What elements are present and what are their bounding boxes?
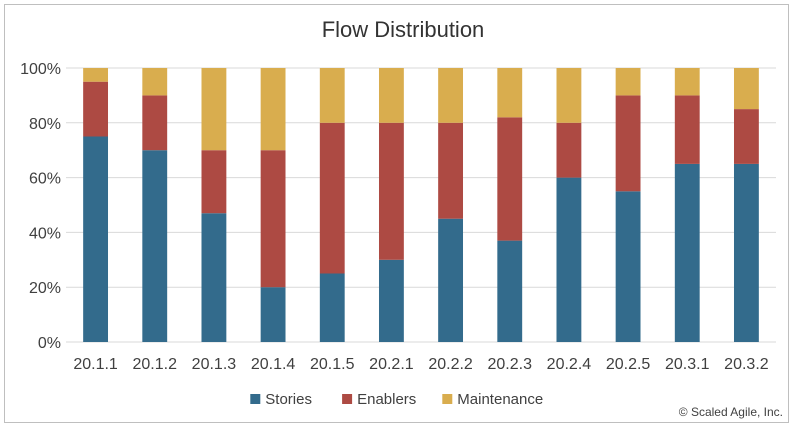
- chart-title: Flow Distribution: [322, 17, 485, 42]
- y-tick-label: 100%: [20, 61, 61, 78]
- y-tick-label: 80%: [29, 116, 61, 133]
- x-tick-label: 20.2.5: [606, 356, 651, 373]
- bar-maintenance-20-2-2: [438, 68, 464, 123]
- x-tick-label: 20.2.4: [547, 356, 592, 373]
- bar-enablers-20-3-1: [674, 95, 700, 164]
- legend-label-enablers: Enablers: [357, 391, 416, 408]
- bar-maintenance-20-2-3: [497, 68, 523, 118]
- y-axis-ticks: 0% 20% 40% 60% 80% 100%: [20, 61, 61, 352]
- bar-enablers-20-2-1: [378, 122, 404, 260]
- legend: Stories Enablers Maintenance: [250, 391, 543, 408]
- bar-stories-20-1-4: [260, 287, 286, 342]
- bar-enablers-20-1-5: [319, 122, 345, 274]
- bar-stories-20-1-1: [83, 136, 109, 342]
- bar-stories-20-2-5: [615, 191, 641, 342]
- bar-enablers-20-1-3: [201, 150, 227, 214]
- bar-enablers-20-2-3: [497, 117, 523, 241]
- y-tick-label: 40%: [29, 225, 61, 242]
- bar-enablers-20-3-2: [733, 109, 759, 164]
- x-tick-label: 20.1.5: [310, 356, 355, 373]
- bar-stories-20-2-4: [556, 177, 582, 342]
- bar-maintenance-20-3-1: [674, 68, 700, 96]
- bar-maintenance-20-2-4: [556, 68, 582, 123]
- bar-maintenance-20-2-1: [378, 68, 404, 123]
- x-axis-ticks: 20.1.1 20.1.2 20.1.3 20.1.4 20.1.5 20.2.1 20.2…: [73, 356, 768, 373]
- y-tick-label: 60%: [29, 171, 61, 188]
- bar-stories-20-2-1: [378, 259, 404, 342]
- legend-swatch-stories: [250, 394, 261, 404]
- x-tick-label: 20.2.2: [428, 356, 473, 373]
- bar-enablers-20-2-5: [615, 95, 641, 192]
- bar-stories-20-1-5: [319, 273, 345, 342]
- x-tick-label: 20.1.3: [192, 356, 237, 373]
- bar-stories-20-2-2: [438, 218, 464, 342]
- y-tick-label: 20%: [29, 280, 61, 297]
- bar-maintenance-20-1-2: [142, 68, 168, 96]
- bar-maintenance-20-2-5: [615, 68, 641, 96]
- x-tick-label: 20.1.4: [251, 356, 296, 373]
- x-tick-label: 20.1.2: [133, 356, 178, 373]
- bar-maintenance-20-1-4: [260, 68, 286, 151]
- copyright-credit: © Scaled Agile, Inc.: [679, 405, 783, 419]
- bar-maintenance-20-3-2: [733, 68, 759, 110]
- legend-label-stories: Stories: [265, 391, 312, 408]
- x-tick-label: 20.2.1: [369, 356, 414, 373]
- legend-label-maintenance: Maintenance: [457, 391, 543, 408]
- x-tick-label: 20.3.1: [665, 356, 710, 373]
- x-tick-label: 20.3.2: [724, 356, 769, 373]
- x-tick-label: 20.1.1: [73, 356, 118, 373]
- legend-swatch-enablers: [342, 394, 353, 404]
- bar-enablers-20-1-4: [260, 150, 286, 288]
- bar-stories-20-3-2: [733, 163, 759, 342]
- legend-swatch-maintenance: [442, 394, 453, 404]
- bar-stories-20-1-3: [201, 213, 227, 342]
- bar-maintenance-20-1-1: [83, 68, 109, 82]
- bar-stories-20-2-3: [497, 240, 523, 342]
- bar-maintenance-20-1-5: [319, 68, 345, 123]
- bar-enablers-20-1-1: [83, 81, 109, 137]
- bar-enablers-20-1-2: [142, 95, 168, 151]
- y-tick-label: 0%: [38, 335, 61, 352]
- bar-enablers-20-2-4: [556, 122, 582, 178]
- bar-stories-20-1-2: [142, 150, 168, 342]
- x-tick-label: 20.2.3: [488, 356, 533, 373]
- gridlines: [66, 67, 776, 343]
- bar-maintenance-20-1-3: [201, 68, 227, 151]
- bar-stories-20-3-1: [674, 163, 700, 342]
- bar-enablers-20-2-2: [438, 122, 464, 219]
- bars: [83, 68, 759, 342]
